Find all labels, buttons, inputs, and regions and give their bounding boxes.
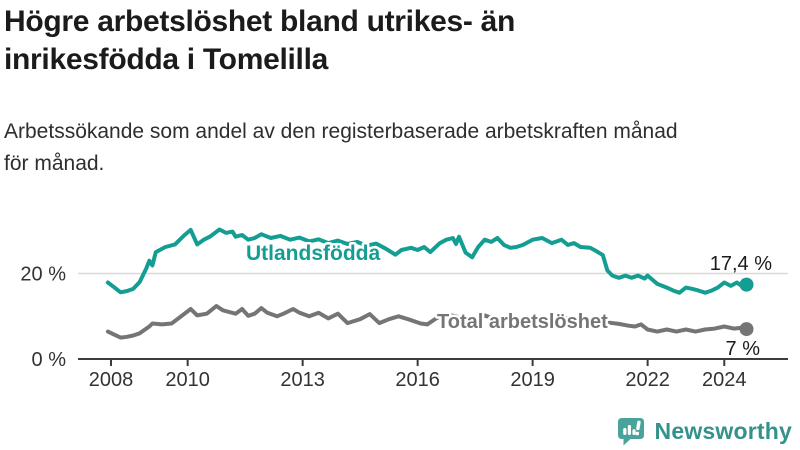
x-tick-label-2008: 2008: [89, 369, 134, 391]
chart-title: Högre arbetslöshet bland utrikes- än inr…: [4, 3, 744, 79]
series-label-utlandsfodda: Utlandsfödda: [246, 242, 380, 265]
x-tick-label-2024: 2024: [702, 369, 747, 391]
end-value-label-total-arbetsloshet: 7 %: [726, 338, 761, 360]
chart-title-line-1: Högre arbetslöshet bland utrikes- än: [4, 5, 515, 38]
brand-name: Newsworthy: [654, 417, 792, 444]
chart-subtitle-line-2: för månad.: [4, 152, 105, 175]
x-tick-label-2022: 2022: [625, 369, 670, 391]
x-tick-label-2010: 2010: [165, 369, 210, 391]
series-label-total-arbetsloshet: Total arbetslöshet: [437, 311, 608, 333]
line-chart: 2008 2010 2013 2016 2019 2022 2024 20 % 0 % Utlan…: [20, 227, 788, 391]
chart-subtitle: Arbetssökande som andel av den registerb…: [4, 116, 794, 180]
x-tick-label-2016: 2016: [395, 369, 440, 391]
end-value-label-utlandsfodda: 17,4 %: [710, 253, 772, 275]
newsworthy-logo[interactable]: Newsworthy: [616, 416, 792, 446]
series-line-total-arbetsloshet: [105, 304, 749, 340]
bar-chart-speech-bubble-icon: [617, 418, 644, 446]
end-dot-utlandsfodda: [739, 277, 754, 292]
chart-subtitle-line-1: Arbetssökande som andel av den registerb…: [4, 120, 678, 143]
x-tick-label-2019: 2019: [510, 369, 555, 391]
y-tick-label-0: 0 %: [32, 349, 67, 371]
x-tick-label-2013: 2013: [280, 369, 325, 391]
y-tick-label-20: 20 %: [20, 264, 66, 286]
chart-title-line-2: inrikesfödda i Tomelilla: [4, 43, 328, 76]
series-line-utlandsfodda: [105, 227, 749, 295]
end-dot-total-arbetsloshet: [739, 322, 754, 337]
